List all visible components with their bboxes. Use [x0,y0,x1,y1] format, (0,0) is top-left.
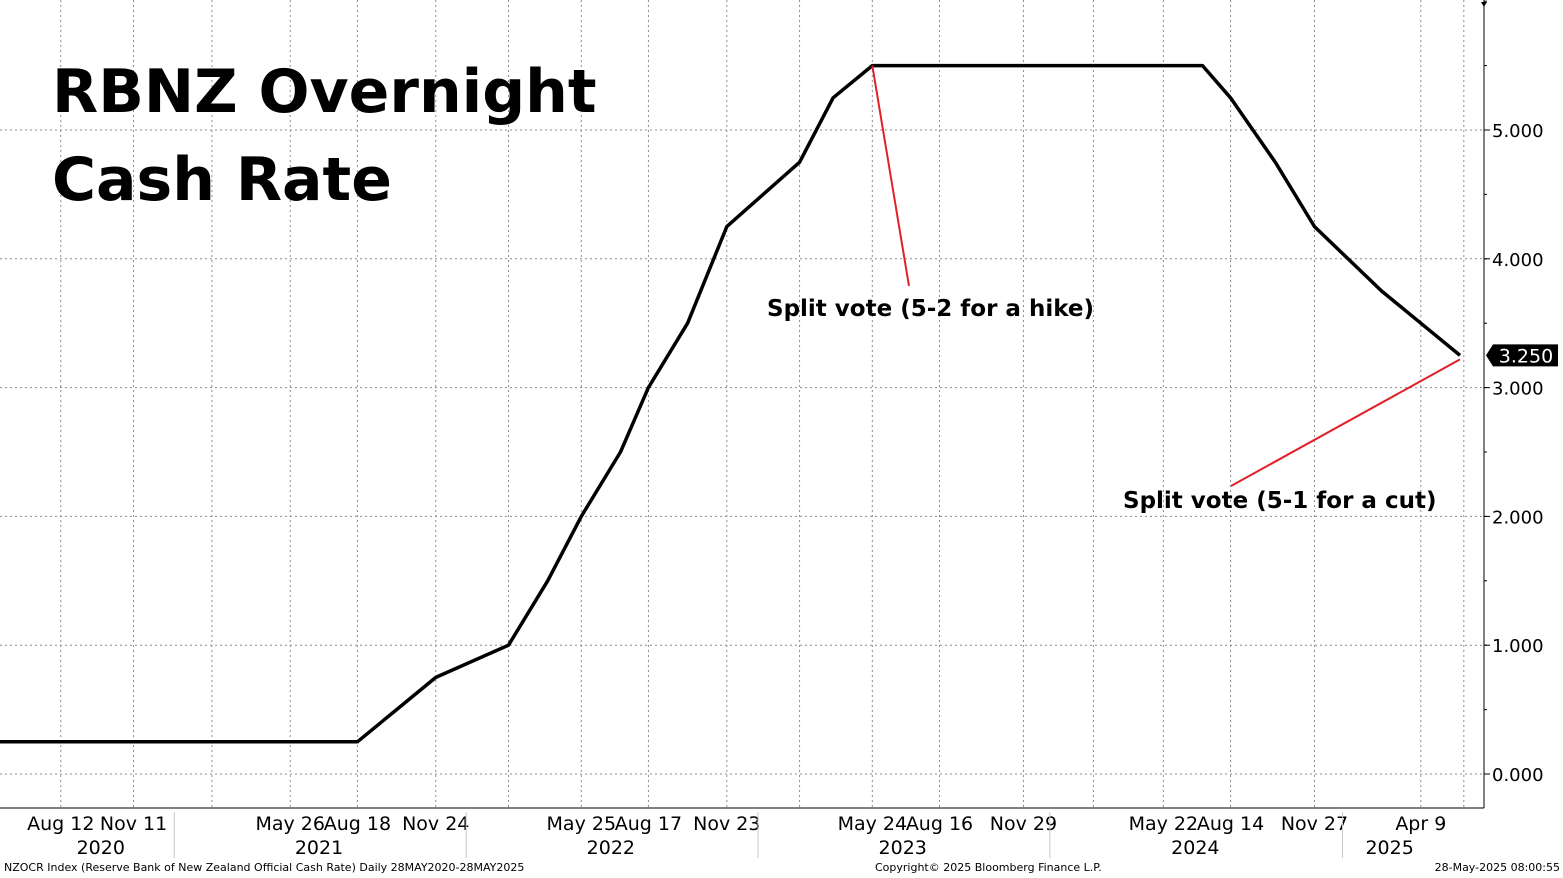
year-label: 2022 [587,837,635,859]
ocr-series-line [0,63,1462,744]
x-tick-label: Nov 29 [990,813,1057,835]
plot-frame [0,0,1487,809]
annotation-arrow-cut [1230,358,1461,487]
year-label: 2020 [77,837,125,859]
x-tick-label: Nov 23 [693,813,760,835]
year-label: 2025 [1365,837,1413,859]
x-tick-label: Apr 9 [1395,813,1446,835]
y-tick-label: 3.000 [1492,379,1544,400]
year-label: 2024 [1171,837,1219,859]
y-tick-label: 4.000 [1492,250,1544,271]
y-tick-label: 2.000 [1492,507,1544,528]
footer-copyright: Copyright© 2025 Bloomberg Finance L.P. [875,861,1102,874]
y-tick-label: 0.000 [1492,765,1544,786]
year-label: 2021 [295,837,343,859]
year-label: 2023 [879,837,927,859]
x-tick-label: May 25 [547,813,617,835]
x-tick-label: May 22 [1129,813,1199,835]
annotation-arrow-hike [871,65,910,287]
x-tick-label: Aug 16 [906,813,973,835]
x-tick-label: Nov 27 [1281,813,1348,835]
x-tick-label: May 24 [838,813,908,835]
x-tick-label: May 26 [255,813,325,835]
x-tick-label: Nov 24 [402,813,469,835]
chart-title-line-1: RBNZ Overnight [52,57,597,127]
y-axis-arrow [1481,2,1487,7]
x-tick-label: Nov 11 [100,813,167,835]
annotation-cut: Split vote (5-1 for a cut) [1123,488,1436,514]
x-tick-label: Aug 18 [324,813,391,835]
series-layer [0,63,1462,744]
x-tick-label: Aug 14 [1197,813,1264,835]
annotation-hike: Split vote (5-2 for a hike) [767,296,1094,322]
footer-source: NZOCR Index (Reserve Bank of New Zealand… [4,861,525,874]
last-value-label: 3.250 [1499,345,1553,367]
x-tick-label: Aug 17 [615,813,682,835]
chart-title-line-2: Cash Rate [52,145,392,215]
x-tick-label: Aug 12 [27,813,94,835]
y-axis: 0.000 1.000 2.000 3.000 4.000 5.000 [1484,0,1544,786]
last-value-badge [1486,344,1558,367]
grid [0,0,1484,808]
chart-title: RBNZ Overnight Cash Rate [52,48,597,224]
y-tick-label: 1.000 [1492,636,1544,657]
footer-timestamp: 28-May-2025 08:00:55 [1434,861,1560,874]
annotations-layer: 3.250 Split vote (5-2 for a hike) Split vo… [767,65,1558,514]
y-tick-label: 5.000 [1492,121,1544,142]
